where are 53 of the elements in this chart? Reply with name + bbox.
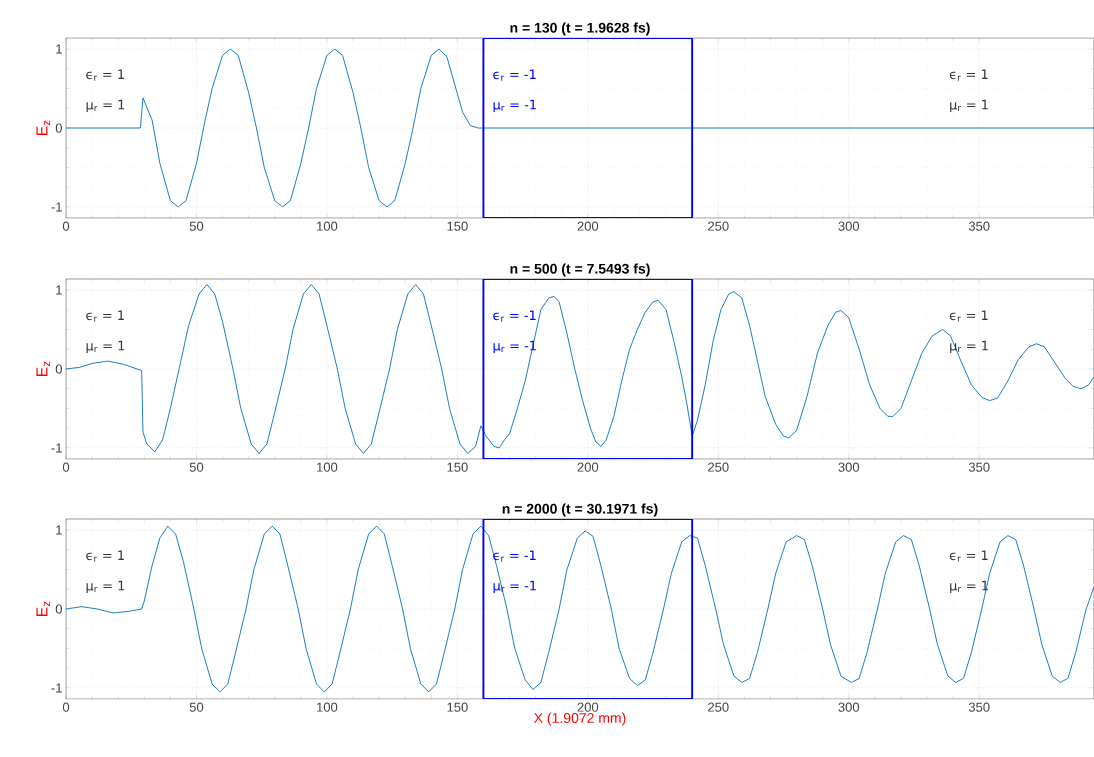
annotation: μ$_{r}$ = -1 bbox=[493, 99, 536, 112]
annotation: μ$_{r}$ = -1 bbox=[493, 340, 536, 353]
y-tick-label: -1 bbox=[51, 202, 62, 212]
x-tick-label: 100 bbox=[317, 702, 338, 712]
annotation: μ$_{r}$ = -1 bbox=[493, 580, 536, 593]
annotation: ϵ$_{r}$ = 1 bbox=[949, 310, 988, 322]
x-tick-label: 300 bbox=[838, 221, 860, 231]
x-tick-label: 350 bbox=[968, 462, 990, 472]
x-tick-label: 100 bbox=[317, 462, 338, 472]
y-tick-label: 0 bbox=[55, 364, 62, 374]
x-tick-label: 300 bbox=[838, 462, 860, 472]
y-tick-label: 1 bbox=[56, 525, 62, 535]
x-tick-label: 200 bbox=[577, 702, 599, 712]
x-tick-label: 50 bbox=[189, 702, 204, 712]
y-tick-label: 1 bbox=[56, 44, 62, 54]
y-tick-label: -1 bbox=[51, 443, 62, 453]
annotation: ϵ$_{r}$ = 1 bbox=[86, 69, 124, 81]
x-tick-label: 300 bbox=[838, 702, 860, 712]
x-tick-label: 250 bbox=[708, 702, 729, 712]
annotation: ϵ$_{r}$ = 1 bbox=[86, 310, 124, 322]
x-tick-label: 350 bbox=[968, 702, 990, 712]
chart-title: n = 2000 (t = 30.1971 fs) bbox=[502, 503, 658, 517]
annotation: ϵ$_{r}$ = 1 bbox=[949, 550, 988, 562]
annotation: ϵ$_{r}$ = -1 bbox=[493, 69, 536, 81]
annotation: μ$_{r}$ = 1 bbox=[950, 99, 988, 112]
annotation: ϵ$_{r}$ = 1 bbox=[949, 69, 988, 81]
x-axis-title: X (1.9072 mm) bbox=[534, 712, 626, 726]
y-axis-title: E$_{z}$ bbox=[36, 361, 51, 377]
x-tick-label: 100 bbox=[317, 221, 338, 231]
x-tick-label: 250 bbox=[708, 221, 729, 231]
y-tick-label: -1 bbox=[51, 683, 62, 693]
annotation: ϵ$_{r}$ = -1 bbox=[493, 310, 536, 322]
annotation: μ$_{r}$ = 1 bbox=[86, 99, 125, 112]
y-axis-title: E$_{z}$ bbox=[36, 601, 51, 617]
x-tick-label: 200 bbox=[577, 221, 599, 231]
x-tick-label: 50 bbox=[189, 462, 204, 472]
x-tick-label: 350 bbox=[968, 221, 990, 231]
line-series bbox=[66, 525, 1094, 693]
x-tick-label: 50 bbox=[189, 221, 204, 231]
annotation: ϵ$_{r}$ = 1 bbox=[86, 550, 124, 562]
y-axis-title: E$_{z}$ bbox=[36, 120, 51, 136]
x-tick-label: 150 bbox=[447, 702, 468, 712]
x-tick-label: 150 bbox=[447, 221, 468, 231]
x-tick-label: 200 bbox=[577, 462, 599, 472]
x-tick-label: 150 bbox=[447, 462, 468, 472]
chart-title: n = 130 (t = 1.9628 fs) bbox=[510, 22, 650, 36]
annotation: μ$_{r}$ = 1 bbox=[86, 580, 125, 593]
y-tick-label: 0 bbox=[55, 604, 62, 614]
annotation: μ$_{r}$ = 1 bbox=[86, 340, 125, 353]
x-tick-label: 250 bbox=[708, 462, 729, 472]
chart-title: n = 500 (t = 7.5493 fs) bbox=[510, 263, 650, 277]
y-tick-label: 0 bbox=[55, 123, 62, 133]
y-tick-label: 1 bbox=[56, 285, 62, 295]
